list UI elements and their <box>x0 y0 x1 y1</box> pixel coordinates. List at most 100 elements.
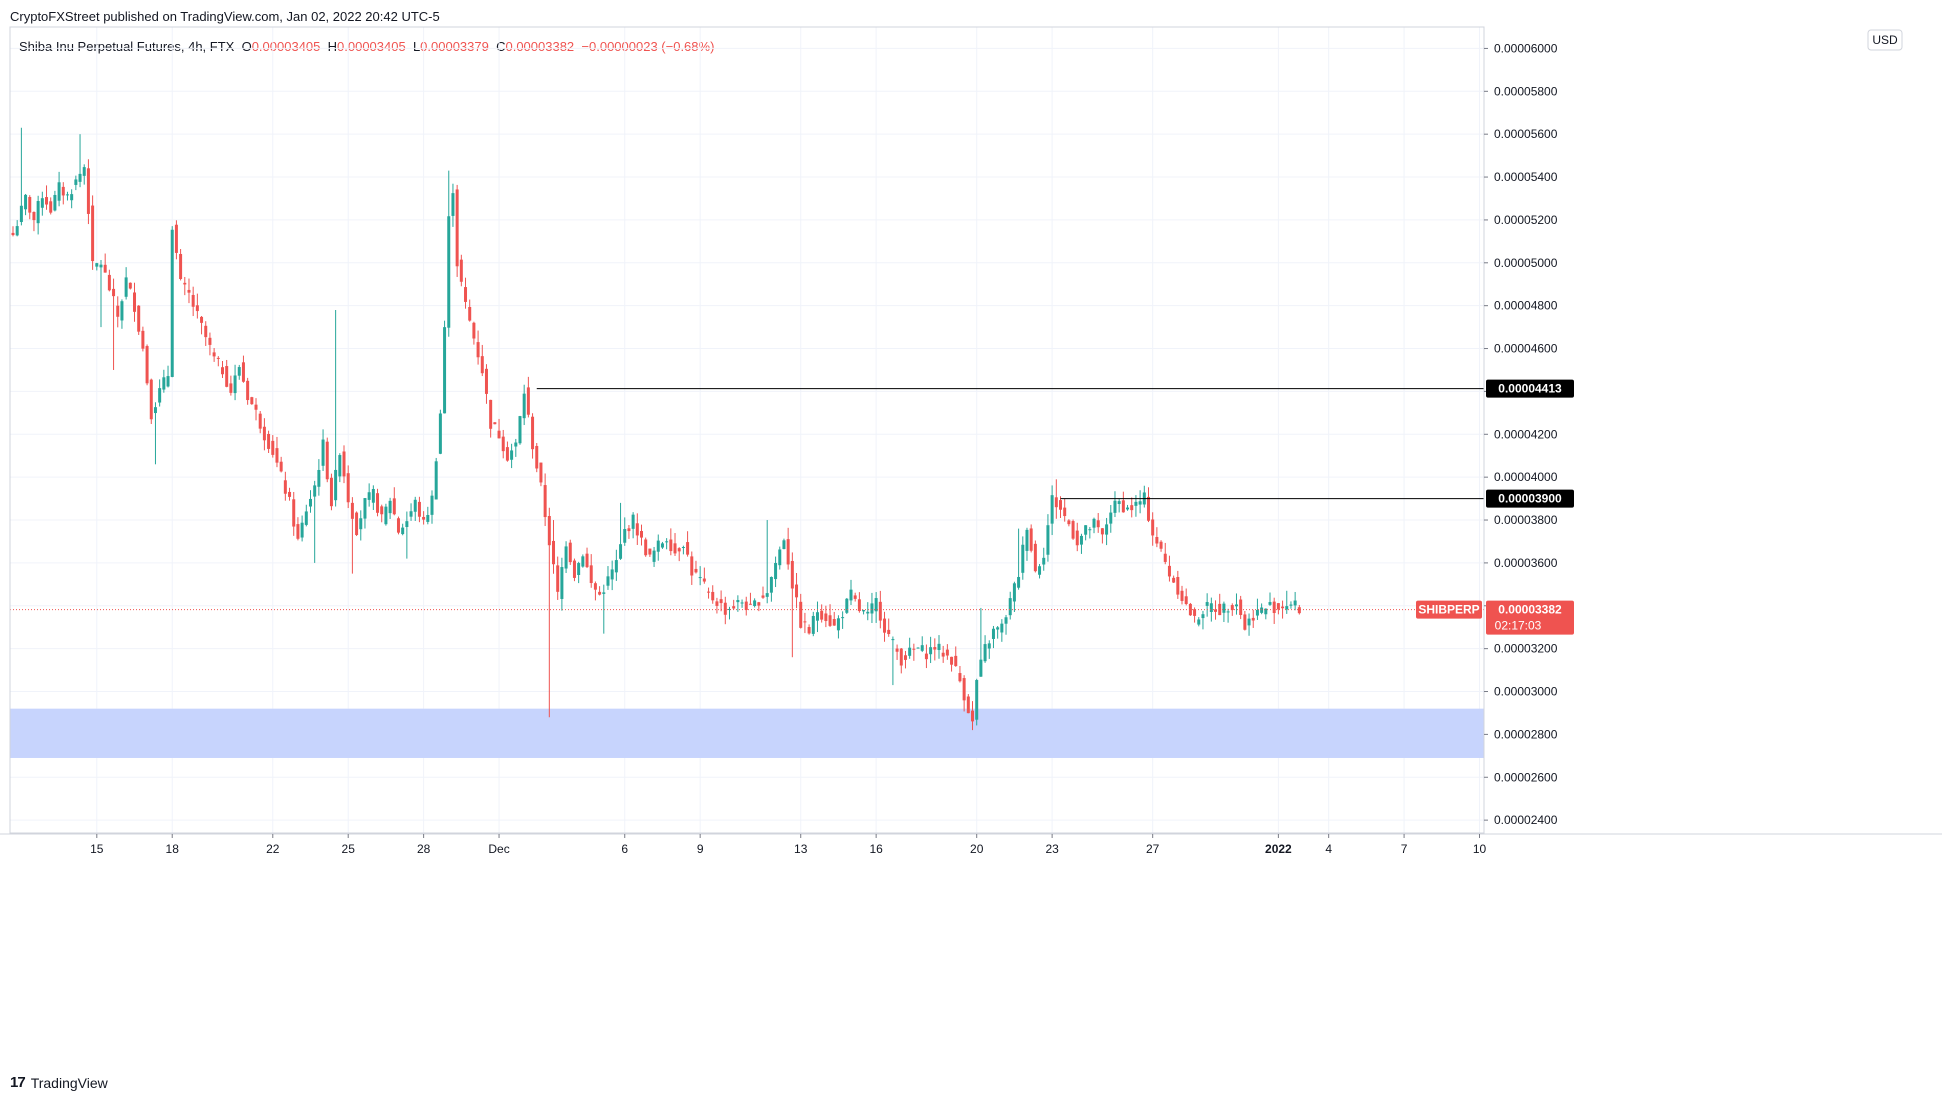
candle-body <box>405 521 409 527</box>
level-price-tag <box>1486 379 1574 398</box>
candle-body <box>262 426 266 441</box>
candle-body <box>279 461 283 472</box>
candle-body <box>878 601 882 621</box>
candle-body <box>74 179 78 185</box>
candle-body <box>1260 607 1264 613</box>
candle-body <box>1021 544 1025 573</box>
candle-body <box>82 167 86 176</box>
candle-body <box>237 367 241 376</box>
candle-body <box>1146 496 1150 521</box>
candle-body <box>778 549 782 566</box>
candle-body <box>116 305 120 317</box>
candle-body <box>908 647 912 656</box>
candle-body <box>1172 577 1176 583</box>
candle-body <box>924 653 928 660</box>
candle-body <box>195 305 199 312</box>
candle-body <box>1293 600 1297 606</box>
candle-body <box>91 205 95 262</box>
candle-body <box>1163 553 1167 562</box>
candle-body <box>644 539 648 556</box>
candle-body <box>246 380 250 401</box>
tradingview-icon: 17 <box>10 1074 26 1091</box>
candle-body <box>1268 602 1272 605</box>
candle-body <box>497 430 501 439</box>
level-price-label: 0.00003900 <box>1498 492 1562 506</box>
close-value: 0.00003382 <box>505 39 575 54</box>
low-label: L <box>412 39 421 54</box>
candle-body <box>836 618 840 631</box>
candle-body <box>698 577 702 579</box>
y-tick-label: 0.00003200 <box>1494 642 1558 656</box>
candle-body <box>547 515 551 546</box>
x-tick-label: 18 <box>166 842 180 856</box>
candle-body <box>782 540 786 550</box>
y-axis[interactable]: 0.00006000 0.00005800 0.00005600 0.00005400… <box>1484 41 1558 827</box>
tradingview-logo[interactable]: 17 TradingView <box>10 1074 108 1091</box>
candle-body <box>459 259 463 282</box>
symbol-tag-label: SHIBPERP <box>1418 603 1479 617</box>
candle-body <box>32 211 36 221</box>
candle-body <box>359 518 363 530</box>
candle-body <box>987 643 991 649</box>
candle-body <box>744 601 748 610</box>
candle-body <box>283 480 287 494</box>
x-axis[interactable]: 15 18 22 25 28 Dec 6 9 13 16 20 23 27 2022 4 7 10 <box>90 834 1486 856</box>
x-tick-label: 9 <box>697 842 704 856</box>
candle-body <box>380 506 384 515</box>
candle-body <box>723 602 727 615</box>
currency-button[interactable]: USD <box>1867 29 1903 51</box>
candle-body <box>585 553 589 568</box>
candle-body <box>606 576 610 586</box>
candle-body <box>1184 596 1188 604</box>
candle-body <box>166 376 170 387</box>
candle-body <box>996 627 1000 630</box>
candle-body <box>86 168 90 214</box>
candle-body <box>971 710 975 722</box>
bar-countdown: 02:17:03 <box>1495 619 1542 633</box>
candle-body <box>191 294 195 307</box>
candle-body <box>619 544 623 559</box>
candle-body <box>455 189 459 267</box>
candle-body <box>560 567 564 599</box>
candle-body <box>820 610 824 620</box>
candle-body <box>250 397 254 405</box>
candle-body <box>1042 557 1046 565</box>
candle-body <box>133 292 137 312</box>
candle-body <box>937 643 941 651</box>
candle-body <box>40 198 44 208</box>
candle-body <box>954 655 958 667</box>
candle-body <box>396 518 400 533</box>
candle-body <box>958 673 962 682</box>
candle-body <box>799 601 803 628</box>
candle-body <box>686 542 690 555</box>
candle-body <box>401 527 405 535</box>
candle-body <box>610 569 614 580</box>
candle-body <box>476 342 480 358</box>
candle-body <box>1121 500 1125 513</box>
candle-body <box>128 282 132 289</box>
y-tick-label: 0.00002600 <box>1494 770 1558 784</box>
candle-body <box>472 322 476 339</box>
y-tick-label: 0.00006000 <box>1494 41 1558 55</box>
candle-body <box>887 629 891 635</box>
symbol-description[interactable]: Shiba Inu Perpetual Futures, 4h, FTX <box>19 39 235 54</box>
candle-body <box>65 194 69 196</box>
candle-body <box>581 556 585 567</box>
candle-body <box>1197 619 1201 625</box>
candle-body <box>912 648 916 650</box>
candle-body <box>807 627 811 634</box>
candle-body <box>342 451 346 477</box>
candle-body <box>1264 608 1268 615</box>
candle-body <box>53 194 57 211</box>
candle-body <box>1222 603 1226 613</box>
candle-body <box>141 330 145 349</box>
candle-body <box>120 301 124 321</box>
candle-body <box>510 450 514 460</box>
candle-body <box>376 493 380 513</box>
candle-body <box>522 393 526 419</box>
candle-body <box>1281 606 1285 609</box>
candle-body <box>841 617 845 619</box>
candle-body <box>304 511 308 525</box>
candle-body <box>308 498 312 507</box>
